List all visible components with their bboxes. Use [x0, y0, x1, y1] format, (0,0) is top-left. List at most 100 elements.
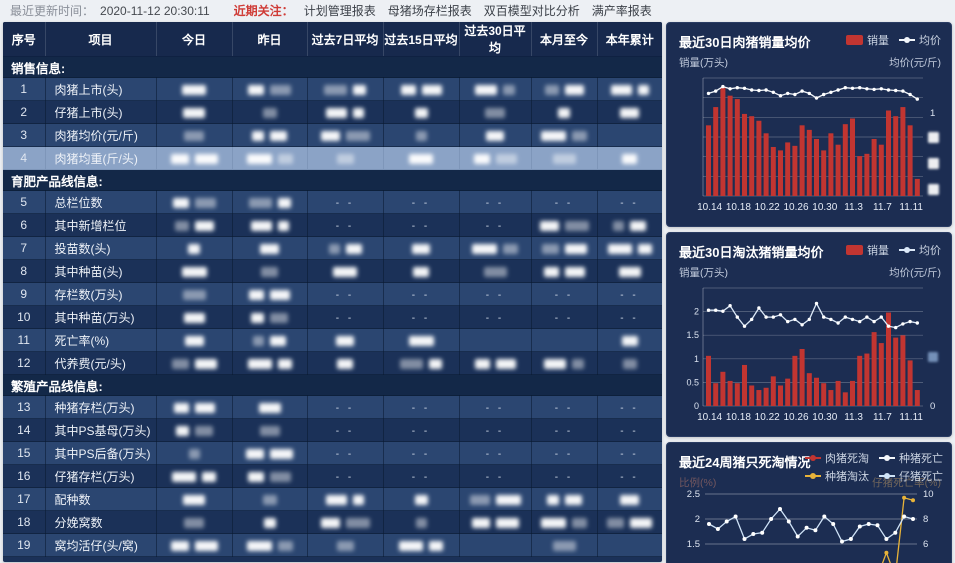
value-cell — [531, 533, 598, 557]
row-label: 总栏位数 — [45, 190, 157, 214]
value-cell — [597, 510, 662, 534]
value-cell — [459, 533, 532, 557]
legend-item-销量[interactable]: 销量 — [846, 242, 889, 258]
table-row[interactable]: 4 肉猪均重(斤/头) — [3, 146, 662, 170]
table-row[interactable]: 5 总栏位数 - -- -- -- -- - — [3, 190, 662, 214]
redacted-value — [170, 153, 189, 164]
value-cell — [597, 123, 662, 147]
table-row[interactable]: 15 其中PS后备(万头) - -- -- -- -- - — [3, 441, 662, 465]
table-row[interactable]: 3 肉猪均价(元/斤) — [3, 123, 662, 147]
value-cell — [307, 533, 384, 557]
row-label: 肉猪均价(元/斤) — [45, 123, 157, 147]
row-number: 7 — [3, 236, 46, 260]
legend-item-仔猪死亡[interactable]: 仔猪死亡 — [879, 468, 943, 484]
value-cell: - - — [459, 418, 532, 442]
redacted-value — [637, 243, 652, 254]
value-cell — [597, 259, 662, 283]
redacted-value — [472, 243, 497, 254]
table-row[interactable]: 8 其中种苗(头) — [3, 259, 662, 283]
table-row[interactable]: 19 窝均活仔(头/窝) — [3, 533, 662, 557]
redacted-value — [618, 266, 641, 277]
column-header: 今日 — [156, 22, 233, 57]
value-cell — [597, 100, 662, 124]
redacted-value — [183, 312, 205, 323]
legend-item-肉猪死淘[interactable]: 肉猪死淘 — [805, 450, 869, 466]
value-cell — [383, 533, 460, 557]
redacted-value — [324, 84, 347, 95]
value-cell — [531, 100, 598, 124]
table-row[interactable]: 17 配种数 — [3, 487, 662, 511]
redacted-value — [171, 358, 189, 369]
table-row[interactable]: 6 其中新增栏位 - -- -- - — [3, 213, 662, 237]
table-row[interactable]: 14 其中PS基母(万头) - -- -- -- -- - — [3, 418, 662, 442]
value-cell — [531, 259, 598, 283]
value-cell — [459, 146, 532, 170]
table-row[interactable]: 16 仔猪存栏(万头) - -- -- -- -- - — [3, 464, 662, 488]
chart-title: 最近24周猪只死淘情况 — [679, 455, 811, 470]
table-row[interactable]: 12 代养费(元/头) — [3, 351, 662, 375]
redacted-value — [414, 107, 428, 118]
value-cell — [156, 146, 233, 170]
value-cell — [156, 328, 233, 352]
row-number: 1 — [3, 77, 46, 101]
report-link[interactable]: 母猪场存栏报表 — [387, 4, 472, 18]
value-cell — [232, 146, 308, 170]
row-number: 6 — [3, 213, 46, 237]
legend-item-种猪淘汰[interactable]: 种猪淘汰 — [805, 468, 869, 484]
table-row[interactable]: 1 肉猪上市(头) — [3, 77, 662, 101]
legend-item-种猪死亡[interactable]: 种猪死亡 — [879, 450, 943, 466]
redacted-value — [174, 220, 189, 231]
table-row[interactable]: 7 投苗数(头) — [3, 236, 662, 260]
report-link[interactable]: 计划管理报表 — [303, 4, 376, 18]
value-cell — [531, 77, 598, 101]
table-row[interactable]: 11 死亡率(%) — [3, 328, 662, 352]
redacted-value — [622, 358, 637, 369]
table-row[interactable]: 10 其中种苗(万头) - -- -- -- -- - — [3, 305, 662, 329]
redacted-value — [539, 220, 559, 231]
value-cell — [383, 510, 460, 534]
series-种猪淘汰 — [881, 495, 915, 563]
pig-sales-price-chart: 10.14 10.18 10.22 10.26 10.30 11.3 11.7 11.11 1 — [697, 77, 939, 213]
legend-item-均价[interactable]: 均价 — [899, 242, 941, 258]
redacted-value — [503, 84, 515, 95]
redacted-value — [194, 220, 214, 231]
redacted-value — [400, 84, 416, 95]
column-header: 本年累计 — [597, 22, 662, 57]
y-left-label: 比例(%) — [679, 477, 717, 489]
redacted-value — [184, 335, 204, 346]
value-cell — [597, 487, 662, 511]
legend-item-销量[interactable]: 销量 — [846, 32, 889, 48]
svg-text:2.5: 2.5 — [687, 490, 700, 500]
report-link[interactable]: 满产率报表 — [591, 4, 652, 18]
redacted-value — [328, 243, 340, 254]
redacted-value — [345, 517, 370, 528]
row-number: 11 — [3, 328, 46, 352]
redacted-value — [630, 220, 646, 231]
table-row[interactable]: 9 存栏数(万头) - -- -- -- -- - — [3, 282, 662, 306]
legend-item-均价[interactable]: 均价 — [899, 32, 941, 48]
value-cell — [156, 487, 233, 511]
row-number: 19 — [3, 533, 46, 557]
row-number: 10 — [3, 305, 46, 329]
line-legend-icon — [899, 247, 915, 253]
row-number: 18 — [3, 510, 46, 534]
svg-text:2: 2 — [694, 307, 699, 317]
value-cell — [531, 213, 598, 237]
report-link[interactable]: 双百模型对比分析 — [483, 4, 580, 18]
redacted-value — [564, 220, 589, 231]
table-row[interactable]: 13 种猪存栏(万头) - -- -- -- -- - — [3, 395, 662, 419]
bar-legend-icon — [846, 35, 863, 45]
table-row[interactable]: 18 分娩窝数 — [3, 510, 662, 534]
redacted-value — [253, 335, 264, 346]
redacted-value — [620, 494, 639, 505]
line-legend-icon — [899, 37, 915, 43]
value-cell — [459, 100, 532, 124]
table-row[interactable]: 2 仔猪上市(头) — [3, 100, 662, 124]
redacted-value — [564, 266, 585, 277]
value-cell — [459, 351, 532, 375]
svg-text:0: 0 — [694, 401, 699, 411]
value-cell — [459, 77, 532, 101]
series-仔猪死亡 — [707, 507, 915, 544]
value-cell: - - — [597, 395, 662, 419]
redacted-value — [172, 471, 196, 482]
